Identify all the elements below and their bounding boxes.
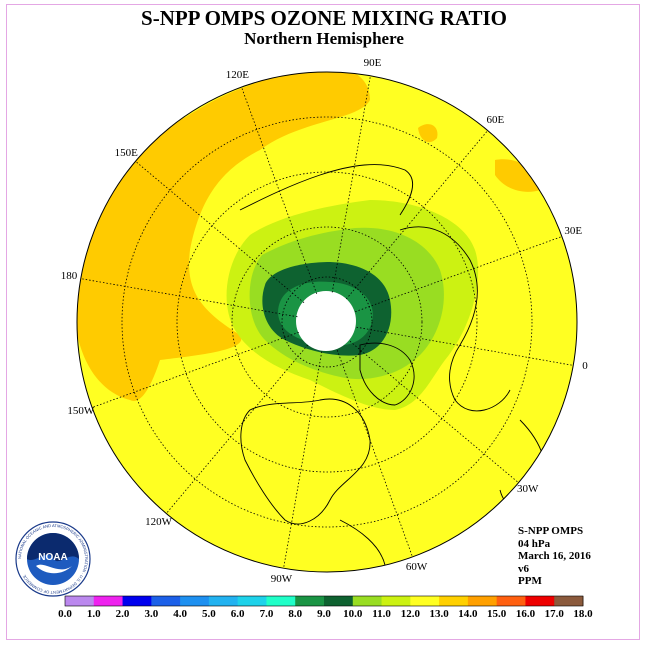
colorbar-tick: 9.0	[317, 608, 331, 620]
colorbar-bin-12	[410, 596, 440, 606]
info-date: March 16, 2016	[518, 550, 591, 563]
info-units: PPM	[518, 575, 542, 588]
latitude-circle-45	[176, 171, 478, 473]
longitude-label-30E: 30E	[564, 225, 583, 238]
longitude-label-0: 0	[582, 360, 588, 373]
longitude-label-60W: 60W	[405, 561, 428, 574]
colorbar-bin-10	[352, 596, 383, 606]
colorbar-tick: 16.0	[515, 608, 536, 620]
noaa-logo-text: NOAA	[38, 552, 67, 563]
noaa-logo: NOAA NATIONAL OCEANIC AND ATMOSPHERIC AD…	[15, 521, 91, 597]
colorbar-border	[64, 595, 584, 607]
longitude-label-120E: 120E	[225, 68, 249, 81]
figure-frame	[6, 4, 640, 640]
colorbar-tick: 7.0	[259, 608, 274, 620]
meridian-120E	[241, 86, 318, 294]
longitude-label-90W: 90W	[270, 573, 293, 586]
map-title: S-NPP OMPS OZONE MIXING RATIO	[141, 6, 507, 30]
colorbar-tick: 12.0	[400, 608, 420, 620]
coastline-south-america	[339, 519, 386, 566]
info-instrument: S-NPP OMPS	[518, 525, 584, 537]
colorbar-bin-2	[122, 596, 152, 606]
meridian-90W	[283, 351, 323, 569]
colorbar-tick: 5.0	[202, 608, 216, 620]
meridian-180	[80, 278, 298, 318]
colorbar-bin-0	[65, 596, 95, 606]
colorbar-bin-13	[439, 596, 469, 606]
colorbar-bin-1	[93, 596, 124, 606]
colorbar-tick: 3.0	[144, 608, 159, 620]
colorbar-tick: 15.0	[487, 608, 507, 620]
colorbar-tick: 11.0	[372, 608, 391, 620]
longitude-label-180: 180	[60, 269, 78, 282]
colorbar-tick: 1.0	[86, 608, 101, 620]
colorbar-tick: 10.0	[343, 608, 363, 620]
ozone-region-13-14ppm-east	[495, 159, 541, 192]
colorbar-tick: 6.0	[230, 608, 245, 620]
colorbar-bin-15	[496, 596, 526, 606]
meridian-90E	[331, 75, 371, 293]
colorbar-bin-3	[151, 596, 181, 606]
colorbar-tick-labels: 0.0 1.0 2.0 3.0 4.0 5.0 6.0 7.0 8.0 9.0 10.0 11.0 12…	[0, 608, 648, 622]
coastline-greenland	[359, 342, 415, 406]
longitude-label-150W: 150W	[67, 404, 95, 417]
colorbar-tick: 13.0	[429, 608, 449, 620]
colorbar-tick: 17.0	[544, 608, 564, 620]
latitude-circle-75	[281, 276, 373, 368]
colorbar-bin-17	[554, 596, 584, 606]
colorbar-tick: 14.0	[458, 608, 478, 620]
colorbar-bin-4	[180, 596, 210, 606]
meridian-0	[356, 326, 574, 366]
meridian-30W	[349, 340, 519, 484]
meridian-60W	[336, 350, 413, 558]
colorbar-bin-9	[324, 596, 354, 606]
colorbar	[64, 595, 584, 607]
latitude-circle-60	[231, 226, 423, 418]
latitude-circle-30	[121, 116, 533, 528]
longitude-label-120W: 120W	[145, 515, 173, 528]
meridian-120W	[165, 344, 309, 514]
meridian-30E	[355, 236, 563, 313]
colorbar-tick: 4.0	[173, 608, 187, 620]
colorbar-tick: 2.0	[115, 608, 130, 620]
colorbar-bin-6	[237, 596, 267, 606]
colorbar-bin-5	[208, 596, 239, 606]
longitude-label-150E: 150E	[114, 146, 138, 159]
longitude-label-60E: 60E	[486, 114, 505, 127]
info-version: v6	[518, 562, 529, 575]
map-boundary	[76, 71, 578, 573]
coastline-asia-east	[239, 164, 414, 216]
colorbar-bin-8	[295, 596, 325, 606]
info-block: S-NPP OMPS 04 hPa March 16, 2016 v6 PPM	[518, 525, 591, 588]
ozone-region-13-14ppm-patch	[418, 124, 438, 143]
colorbar-tick: 18.0	[573, 608, 593, 620]
info-level: 04 hPa	[518, 537, 551, 550]
polar-no-data	[296, 291, 356, 351]
map-subtitle: Northern Hemisphere	[244, 29, 404, 48]
colorbar-bin-14	[467, 596, 498, 606]
colorbar-bin-7	[266, 596, 296, 606]
longitude-label-90E: 90E	[363, 56, 382, 69]
meridian-150E	[135, 160, 305, 304]
meridian-150W	[91, 331, 299, 408]
colorbar-tick: 8.0	[288, 608, 303, 620]
colorbar-bin-11	[381, 596, 411, 606]
colorbar-tick: 0.0	[58, 608, 72, 620]
ozone-region-13-14ppm-west	[77, 72, 370, 401]
colorbar-bin-16	[525, 596, 555, 606]
meridian-60E	[345, 130, 489, 300]
coastline-north-america	[240, 398, 371, 525]
longitude-label-30W: 30W	[517, 483, 539, 496]
